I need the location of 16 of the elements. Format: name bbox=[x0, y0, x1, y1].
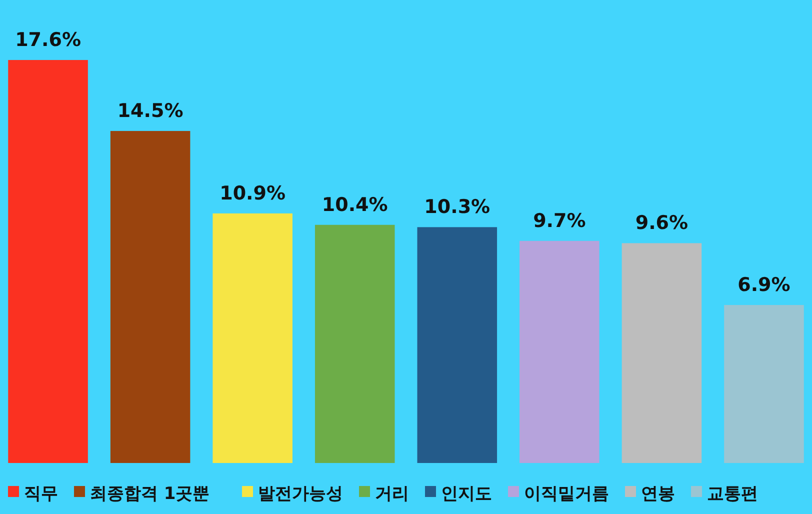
legend-label: 발전가능성 bbox=[258, 484, 343, 504]
legend-label: 직무 bbox=[24, 484, 58, 504]
data-label: 10.9% bbox=[220, 182, 286, 204]
legend-label: 최종합격 1곳뿐 bbox=[90, 484, 210, 504]
data-label: 10.4% bbox=[322, 194, 388, 216]
data-label: 17.6% bbox=[15, 29, 81, 51]
legend-label: 교통편 bbox=[707, 484, 758, 504]
data-label: 6.9% bbox=[738, 274, 790, 296]
legend-label: 연봉 bbox=[641, 484, 675, 504]
legend-label: 거리 bbox=[375, 484, 409, 504]
legend-label: 이직밑거름 bbox=[524, 484, 609, 504]
legend-label: 인지도 bbox=[441, 484, 492, 504]
data-label: 9.6% bbox=[635, 212, 688, 234]
data-label: 9.7% bbox=[533, 210, 586, 232]
data-label: 14.5% bbox=[117, 100, 184, 122]
data-label: 10.3% bbox=[424, 196, 490, 218]
